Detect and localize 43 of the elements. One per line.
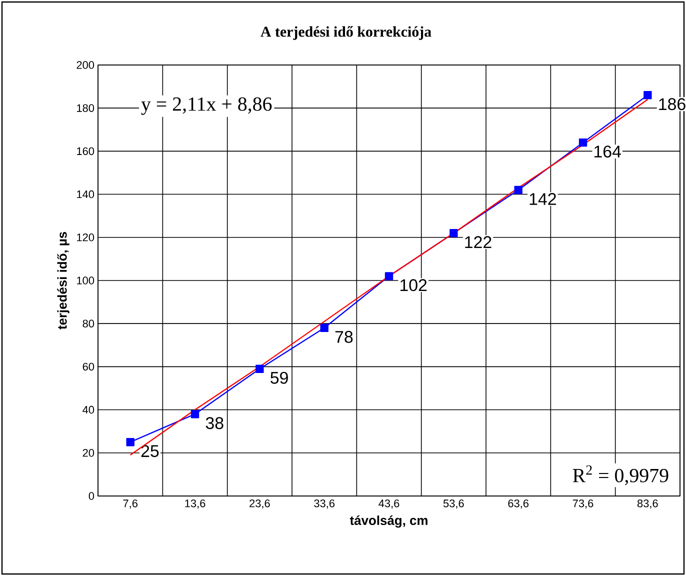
point — [578, 138, 588, 147]
y-tick-label: 60 — [82, 362, 94, 371]
x-tick-label: 73,6 — [572, 500, 594, 509]
point — [450, 228, 458, 238]
data-label: 59 — [270, 372, 288, 384]
y-tick-label: 180 — [77, 104, 94, 112]
y-axis-title: terjedési idő, µs — [57, 232, 70, 330]
data-label: 78 — [335, 330, 353, 343]
y-tick-label: 140 — [77, 190, 94, 198]
data-label: 25 — [141, 445, 159, 458]
y-tick-label: 160 — [77, 147, 94, 156]
x-axis-title: távolság, cm — [350, 515, 428, 528]
y-tick-label: 80 — [82, 320, 94, 328]
x-tick-label: 53,6 — [443, 500, 464, 509]
point — [256, 364, 264, 373]
data-label: 38 — [206, 417, 224, 430]
x-tick-label: 83,6 — [637, 500, 658, 509]
x-tick-label: 33,6 — [314, 500, 335, 509]
point — [384, 272, 394, 280]
data-label: 164 — [594, 146, 621, 158]
data-label: 102 — [400, 279, 427, 292]
y-tick-label: 20 — [82, 449, 94, 457]
point — [190, 410, 200, 418]
x-tick-label: 23,6 — [250, 500, 270, 509]
point — [514, 186, 522, 194]
x-tick-label: 63,6 — [508, 500, 529, 509]
x-tick-label: 43,6 — [378, 500, 400, 509]
x-tick-label: 13,6 — [185, 500, 206, 509]
data-label: 142 — [530, 193, 556, 205]
y-tick-label: 100 — [77, 276, 94, 284]
data-label: 122 — [465, 236, 492, 248]
chart-title: A terjedési idő korrekciója — [260, 26, 432, 40]
y-tick-label: 40 — [82, 406, 94, 414]
y-tick-label: 200 — [76, 61, 94, 69]
annotation: R$^{2}$ = 0,9979 — [572, 465, 668, 486]
point — [320, 324, 328, 332]
annotation: y = 2,11x + 8,86 — [141, 97, 272, 115]
data-label: 186 — [659, 98, 686, 110]
point — [126, 438, 134, 446]
x-tick-label: 7,6 — [123, 500, 138, 509]
y-tick-label: 120 — [77, 234, 94, 242]
y-tick-label: 0 — [88, 492, 94, 500]
point — [644, 91, 652, 100]
